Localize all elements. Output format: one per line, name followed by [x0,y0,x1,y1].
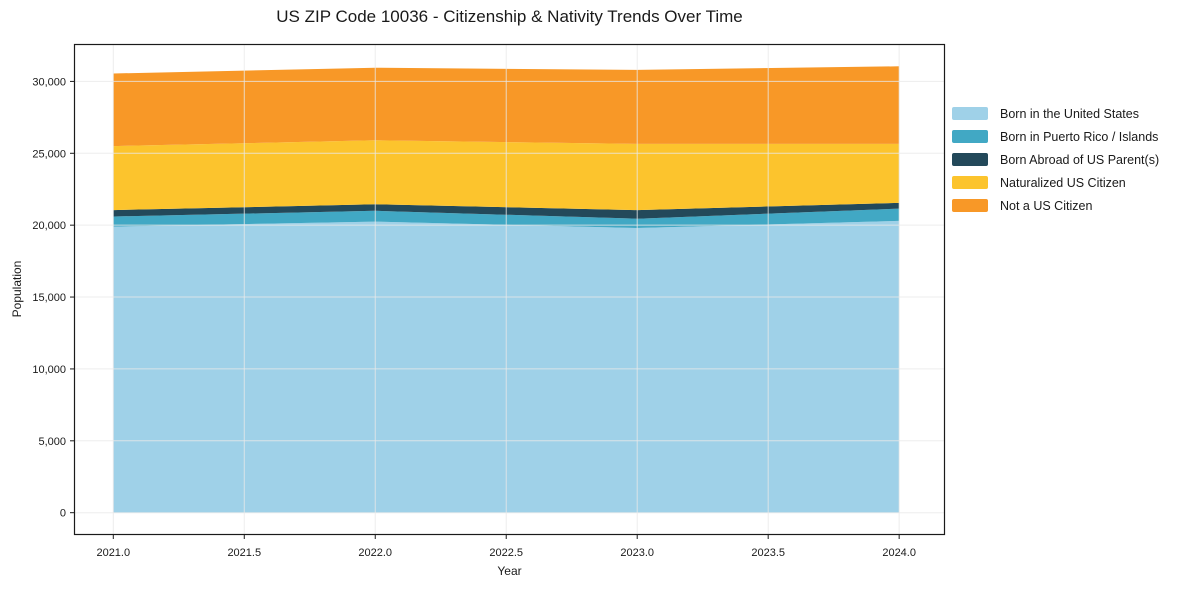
x-tick-label: 2021.5 [227,547,261,559]
x-tick-label: 2022.0 [358,547,392,559]
legend-swatch-icon [952,153,988,166]
y-tick-label: 10,000 [32,364,66,376]
x-tick-label: 2024.0 [882,547,916,559]
y-tick-label: 5,000 [38,436,66,448]
x-tick-label: 2023.0 [620,547,654,559]
y-tick-label: 15,000 [32,292,66,304]
y-tick-label: 25,000 [32,148,66,160]
chart-title: US ZIP Code 10036 - Citizenship & Nativi… [276,7,743,26]
legend-label: Born in the United States [1000,106,1139,121]
x-axis-label: Year [497,564,522,578]
legend-label: Not a US Citizen [1000,198,1093,213]
legend-label: Born Abroad of US Parent(s) [1000,152,1160,167]
y-tick-label: 0 [60,508,66,520]
legend-item: Naturalized US Citizen [952,171,1159,194]
plot-border [73,43,946,536]
y-axis-label: Population [10,260,24,318]
legend-item: Born in the United States [952,102,1159,125]
legend-item: Born in Puerto Rico / Islands [952,125,1159,148]
y-tick-label: 20,000 [32,220,66,232]
legend-swatch-icon [952,130,988,143]
legend-swatch-icon [952,107,988,120]
y-tick-label: 30,000 [32,76,66,88]
legend-label: Naturalized US Citizen [1000,175,1126,190]
legend-label: Born in Puerto Rico / Islands [1000,129,1159,144]
x-tick-label: 2023.5 [751,547,785,559]
legend-swatch-icon [952,176,988,189]
legend-item: Not a US Citizen [952,194,1159,217]
x-tick-label: 2021.0 [96,547,130,559]
x-tick-label: 2022.5 [489,547,523,559]
legend-swatch-icon [952,199,988,212]
legend-item: Born Abroad of US Parent(s) [952,148,1159,171]
legend: Born in the United States Born in Puerto … [952,102,1159,217]
